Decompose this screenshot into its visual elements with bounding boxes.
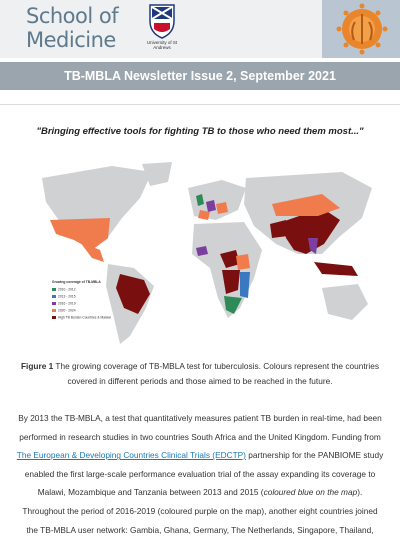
country	[236, 254, 250, 270]
logo-line: School of	[26, 4, 119, 28]
continent	[188, 180, 246, 220]
figure-label: Figure 1	[20, 361, 54, 371]
paragraph-italic: coloured blue on the map	[263, 487, 358, 498]
quote: "Bringing effective tools for fighting T…	[36, 126, 364, 137]
paragraph-text: partnership for the PANBIOME study enabl…	[24, 450, 384, 498]
country	[224, 296, 242, 314]
country	[220, 250, 240, 268]
country	[282, 208, 340, 254]
country	[272, 194, 340, 216]
legend-swatch	[52, 302, 56, 305]
link[interactable]: The European & Developing Countries Clin…	[16, 450, 246, 461]
continent	[142, 162, 172, 186]
legend-swatch	[52, 295, 56, 298]
caption-text: The growing coverage of TB-MBLA test for…	[55, 361, 380, 386]
body-text: By 2013 the TB-MBLA, a test that quantit…	[16, 409, 384, 539]
country	[196, 194, 204, 206]
country	[116, 274, 150, 314]
country	[222, 270, 240, 294]
legend-swatch	[52, 288, 56, 291]
legend-title: Growing coverage of TB-MBLA	[52, 280, 101, 284]
country	[198, 210, 210, 220]
country	[216, 202, 228, 214]
separator	[0, 104, 400, 105]
country	[240, 272, 250, 298]
legend-item: High TB Burden Countries & Malawi	[58, 315, 111, 319]
legend-swatch	[52, 309, 56, 312]
country	[206, 200, 216, 212]
university-name: University of St Andrews	[146, 40, 178, 50]
logo-line: Medicine	[26, 28, 116, 52]
legend: 2010 - 2012 2013 - 2015 2016 - 2019 2020…	[52, 287, 111, 319]
continent	[42, 166, 152, 250]
country	[308, 238, 318, 254]
country	[50, 218, 110, 250]
country	[196, 246, 208, 256]
header: School of Medicine University of St Andr…	[0, 0, 400, 58]
paragraph-text: Throughout the period of 2016-2019 (colo…	[22, 505, 378, 535]
legend-item: 2013 - 2015	[58, 294, 76, 298]
continent	[322, 284, 368, 320]
banner: TB-MBLA Newsletter Issue 2, September 20…	[0, 62, 400, 90]
legend-item: 2020 - 2024	[58, 308, 76, 312]
paragraph-text: ).	[357, 487, 363, 498]
legend-item: 2010 - 2012	[58, 287, 76, 291]
country	[80, 242, 104, 262]
header-image	[322, 0, 400, 58]
legend-swatch	[52, 316, 56, 319]
country	[314, 262, 358, 276]
figure-caption: Figure 1 The growing coverage of TB-MBLA…	[20, 359, 380, 389]
world-map: Growing coverage of TB-MBLA 2010 - 2012 …	[22, 158, 378, 354]
crest	[149, 4, 175, 39]
legend-item: 2016 - 2019	[58, 301, 76, 305]
logo: School of Medicine	[26, 4, 119, 52]
paragraph-text: By 2013 the TB-MBLA, a test that quantit…	[18, 413, 382, 442]
